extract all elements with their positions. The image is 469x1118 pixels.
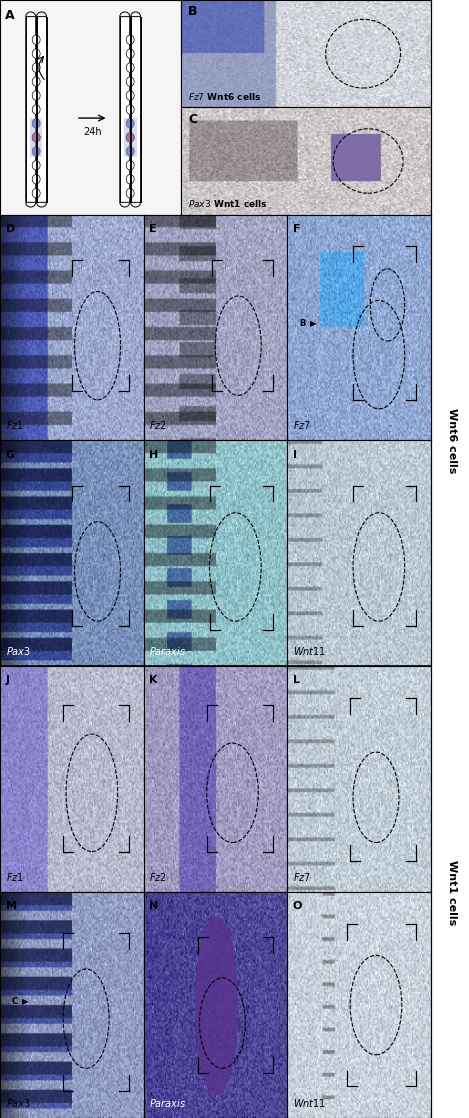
Text: N: N bbox=[149, 901, 159, 911]
Circle shape bbox=[126, 133, 134, 142]
Text: B: B bbox=[189, 6, 198, 18]
Text: B $\blacktriangleright$: B $\blacktriangleright$ bbox=[298, 318, 318, 329]
Circle shape bbox=[126, 77, 134, 86]
Text: C: C bbox=[189, 113, 197, 125]
FancyBboxPatch shape bbox=[131, 17, 141, 202]
Circle shape bbox=[32, 161, 40, 170]
Text: M: M bbox=[6, 901, 17, 911]
Circle shape bbox=[126, 91, 134, 101]
Text: $\it{Paraxis}$: $\it{Paraxis}$ bbox=[149, 1097, 187, 1109]
Circle shape bbox=[126, 146, 134, 157]
FancyBboxPatch shape bbox=[26, 17, 36, 202]
Text: F: F bbox=[293, 224, 300, 234]
Bar bbox=[30, 119, 43, 157]
Text: $\it{Fz2}$: $\it{Fz2}$ bbox=[149, 871, 167, 883]
Circle shape bbox=[126, 189, 134, 198]
Circle shape bbox=[32, 91, 40, 101]
Text: C $\blacktriangleright$: C $\blacktriangleright$ bbox=[11, 995, 30, 1006]
Circle shape bbox=[32, 133, 40, 142]
Text: O: O bbox=[293, 901, 302, 911]
Circle shape bbox=[32, 77, 40, 86]
Text: I: I bbox=[293, 449, 297, 459]
Circle shape bbox=[32, 63, 40, 73]
FancyBboxPatch shape bbox=[37, 17, 46, 202]
Text: D: D bbox=[6, 224, 15, 234]
Text: $\it{Fz1}$: $\it{Fz1}$ bbox=[6, 871, 24, 883]
Circle shape bbox=[126, 105, 134, 114]
Circle shape bbox=[32, 174, 40, 184]
Text: $\it{Pax3}$: $\it{Pax3}$ bbox=[6, 645, 31, 657]
Text: L: L bbox=[293, 675, 300, 685]
Text: $\it{Fz7}$ Wnt6 cells: $\it{Fz7}$ Wnt6 cells bbox=[189, 91, 262, 102]
Circle shape bbox=[126, 133, 134, 142]
Circle shape bbox=[126, 63, 134, 73]
Text: A: A bbox=[6, 9, 15, 21]
Circle shape bbox=[126, 119, 134, 129]
Bar bbox=[124, 119, 136, 157]
Text: $\it{Paraxis}$: $\it{Paraxis}$ bbox=[149, 645, 187, 657]
Text: 24h: 24h bbox=[83, 126, 101, 136]
Text: J: J bbox=[6, 675, 10, 685]
Circle shape bbox=[32, 133, 40, 142]
Text: H: H bbox=[149, 449, 159, 459]
Text: Wnt1 cells: Wnt1 cells bbox=[446, 860, 457, 925]
Text: E: E bbox=[149, 224, 157, 234]
Text: $\it{Fz2}$: $\it{Fz2}$ bbox=[149, 419, 167, 432]
Circle shape bbox=[126, 161, 134, 170]
FancyBboxPatch shape bbox=[120, 17, 130, 202]
Circle shape bbox=[32, 146, 40, 157]
Circle shape bbox=[32, 119, 40, 129]
Text: $\it{Pax3}$ Wnt1 cells: $\it{Pax3}$ Wnt1 cells bbox=[189, 198, 268, 209]
Circle shape bbox=[32, 35, 40, 45]
Circle shape bbox=[126, 35, 134, 45]
Circle shape bbox=[32, 189, 40, 198]
Text: Wnt6 cells: Wnt6 cells bbox=[446, 408, 457, 473]
Text: $\it{Wnt11}$: $\it{Wnt11}$ bbox=[293, 1097, 326, 1109]
Text: $\it{Pax3}$: $\it{Pax3}$ bbox=[6, 1097, 31, 1109]
Text: K: K bbox=[149, 675, 158, 685]
Circle shape bbox=[32, 49, 40, 58]
Text: $\it{Fz7}$: $\it{Fz7}$ bbox=[293, 419, 311, 432]
Circle shape bbox=[32, 105, 40, 114]
Text: $\it{Fz1}$: $\it{Fz1}$ bbox=[6, 419, 24, 432]
Text: G: G bbox=[6, 449, 15, 459]
Circle shape bbox=[126, 49, 134, 58]
Circle shape bbox=[126, 174, 134, 184]
Text: $\it{Wnt11}$: $\it{Wnt11}$ bbox=[293, 645, 326, 657]
Text: $\it{Fz7}$: $\it{Fz7}$ bbox=[293, 871, 311, 883]
